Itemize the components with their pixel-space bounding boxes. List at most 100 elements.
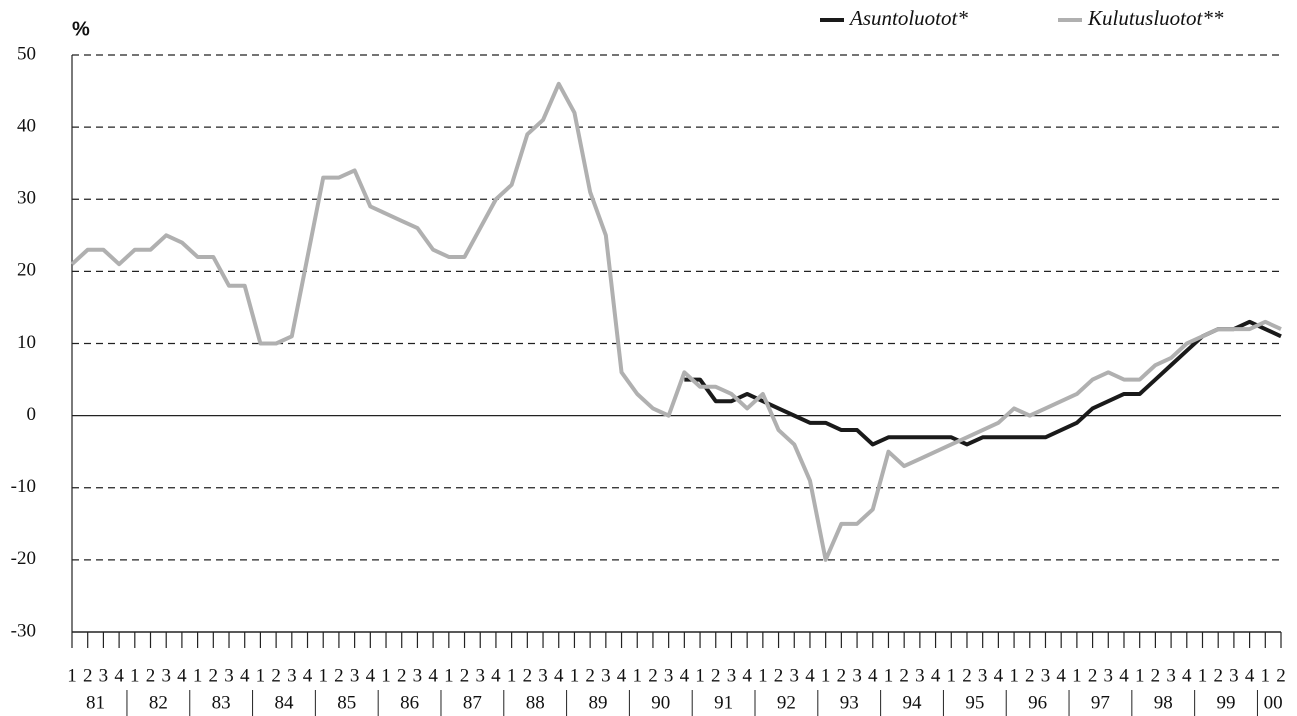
x-tick-label: 2 bbox=[1088, 665, 1098, 686]
x-tick-label: 3 bbox=[1166, 665, 1176, 686]
x-tick-label: 3 bbox=[350, 665, 360, 686]
x-tick-label: 4 bbox=[491, 665, 501, 686]
x-tick-label: 2 bbox=[899, 665, 909, 686]
x-tick-label: 4 bbox=[428, 665, 438, 686]
x-tick-label: 1 bbox=[507, 665, 517, 686]
x-tick-label: 3 bbox=[1229, 665, 1239, 686]
x-tick-label: 4 bbox=[1245, 665, 1255, 686]
year-label: 87 bbox=[463, 692, 482, 713]
x-tick-label: 1 bbox=[1072, 665, 1082, 686]
x-tick-label: 3 bbox=[1104, 665, 1114, 686]
x-tick-label: 4 bbox=[680, 665, 690, 686]
x-tick-label: 3 bbox=[1041, 665, 1051, 686]
x-tick-label: 4 bbox=[1182, 665, 1192, 686]
year-label: 81 bbox=[86, 692, 105, 713]
year-label: 86 bbox=[400, 692, 419, 713]
x-tick-label: 4 bbox=[805, 665, 815, 686]
x-tick-label: 1 bbox=[67, 665, 77, 686]
y-tick-label: 20 bbox=[17, 260, 36, 281]
year-label: 84 bbox=[274, 692, 294, 713]
series-line bbox=[70, 81, 1282, 562]
legend-label: Asuntoluotot* bbox=[848, 6, 968, 30]
x-tick-label: 4 bbox=[177, 665, 187, 686]
x-tick-label: 1 bbox=[1198, 665, 1208, 686]
x-tick-label: 1 bbox=[884, 665, 894, 686]
series-line bbox=[684, 319, 1282, 447]
y-tick-label: -10 bbox=[11, 476, 36, 497]
x-tick-label: 1 bbox=[570, 665, 580, 686]
x-tick-label: 3 bbox=[224, 665, 234, 686]
x-tick-label: 1 bbox=[444, 665, 454, 686]
x-tick-label: 2 bbox=[774, 665, 784, 686]
x-tick-label: 2 bbox=[711, 665, 721, 686]
x-tick-label: 4 bbox=[303, 665, 313, 686]
x-tick-label: 3 bbox=[727, 665, 737, 686]
x-tick-label: 1 bbox=[632, 665, 642, 686]
legend-label: Kulutusluotot** bbox=[1087, 6, 1224, 30]
x-tick-label: 1 bbox=[256, 665, 266, 686]
year-label: 96 bbox=[1028, 692, 1047, 713]
x-tick-label: 4 bbox=[868, 665, 878, 686]
year-label: 89 bbox=[588, 692, 607, 713]
year-label: 92 bbox=[777, 692, 796, 713]
y-tick-label: 30 bbox=[17, 188, 36, 209]
x-tick-label: 2 bbox=[962, 665, 972, 686]
x-tick-label: 1 bbox=[1009, 665, 1019, 686]
y-tick-label: -20 bbox=[11, 548, 36, 569]
x-tick-label: 3 bbox=[287, 665, 297, 686]
y-tick-label: -30 bbox=[11, 620, 36, 641]
x-tick-label: 1 bbox=[1261, 665, 1271, 686]
x-tick-label: 1 bbox=[758, 665, 768, 686]
year-label: 93 bbox=[840, 692, 859, 713]
x-tick-label: 2 bbox=[397, 665, 407, 686]
x-tick-label: 1 bbox=[1135, 665, 1145, 686]
x-tick-label: 2 bbox=[1276, 665, 1286, 686]
year-label: 82 bbox=[149, 692, 168, 713]
y-tick-label: 10 bbox=[17, 332, 36, 353]
x-tick-label: 4 bbox=[554, 665, 564, 686]
x-tick-label: 3 bbox=[664, 665, 674, 686]
year-label: 99 bbox=[1217, 692, 1236, 713]
x-tick-label: 4 bbox=[1119, 665, 1129, 686]
y-axis-label: % bbox=[72, 18, 90, 40]
x-tick-label: 2 bbox=[271, 665, 281, 686]
x-tick-label: 4 bbox=[114, 665, 124, 686]
x-tick-label: 2 bbox=[523, 665, 533, 686]
year-label: 85 bbox=[337, 692, 356, 713]
x-tick-label: 4 bbox=[931, 665, 941, 686]
x-tick-label: 1 bbox=[947, 665, 957, 686]
x-tick-label: 3 bbox=[413, 665, 423, 686]
x-tick-label: 2 bbox=[334, 665, 344, 686]
year-label: 83 bbox=[212, 692, 231, 713]
year-label: 90 bbox=[651, 692, 670, 713]
year-label: 88 bbox=[526, 692, 545, 713]
x-tick-label: 3 bbox=[601, 665, 611, 686]
x-tick-label: 2 bbox=[460, 665, 470, 686]
x-tick-label: 2 bbox=[146, 665, 156, 686]
x-tick-label: 4 bbox=[240, 665, 250, 686]
x-tick-label: 1 bbox=[193, 665, 203, 686]
x-tick-label: 3 bbox=[99, 665, 109, 686]
x-tick-label: 2 bbox=[585, 665, 595, 686]
x-tick-label: 2 bbox=[83, 665, 93, 686]
x-tick-label: 2 bbox=[1213, 665, 1223, 686]
x-tick-label: 3 bbox=[978, 665, 988, 686]
year-label: 97 bbox=[1091, 692, 1110, 713]
year-label: 94 bbox=[903, 692, 923, 713]
x-tick-label: 1 bbox=[318, 665, 328, 686]
x-tick-label: 4 bbox=[366, 665, 376, 686]
year-label: 98 bbox=[1154, 692, 1173, 713]
x-tick-label: 2 bbox=[209, 665, 219, 686]
x-tick-label: 1 bbox=[821, 665, 831, 686]
x-tick-label: 3 bbox=[475, 665, 485, 686]
x-tick-label: 4 bbox=[1056, 665, 1066, 686]
y-tick-label: 0 bbox=[27, 404, 37, 425]
year-label: 00 bbox=[1264, 692, 1283, 713]
x-tick-label: 2 bbox=[648, 665, 658, 686]
x-tick-label: 1 bbox=[695, 665, 705, 686]
y-tick-label: 40 bbox=[17, 115, 36, 136]
x-tick-label: 2 bbox=[1025, 665, 1035, 686]
x-tick-label: 2 bbox=[837, 665, 847, 686]
x-tick-label: 3 bbox=[161, 665, 171, 686]
